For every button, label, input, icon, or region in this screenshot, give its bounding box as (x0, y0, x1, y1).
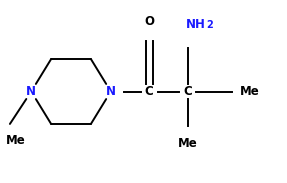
Text: 2: 2 (206, 20, 213, 30)
Text: Me: Me (6, 134, 26, 147)
Text: NH: NH (186, 18, 206, 31)
Text: Me: Me (240, 85, 260, 98)
Text: N: N (106, 85, 116, 98)
Text: N: N (26, 85, 36, 98)
Text: O: O (144, 15, 154, 28)
Text: Me: Me (178, 137, 197, 150)
Text: C: C (145, 85, 154, 98)
Text: C: C (183, 85, 192, 98)
